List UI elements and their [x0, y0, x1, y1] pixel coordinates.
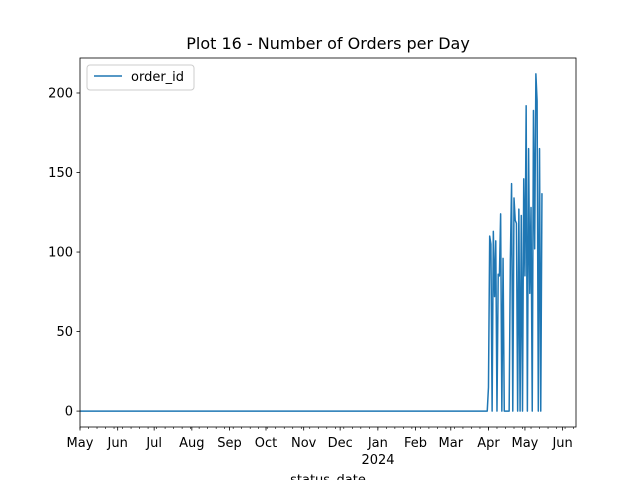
y-tick-label: 200 — [48, 86, 73, 101]
x-tick-label: Jun — [551, 436, 572, 451]
legend-label-order-id: order_id — [131, 70, 184, 85]
x-tick-label: Jan — [367, 436, 388, 451]
x-tick-label: Aug — [179, 436, 204, 451]
x-tick-label: Nov — [291, 436, 317, 451]
y-tick-label: 50 — [56, 325, 73, 340]
x-tick-label: Sep — [217, 436, 242, 451]
y-axis: 0 50 100 150 200 — [48, 86, 80, 420]
x-axis-label: status_date — [290, 473, 366, 480]
x-tick-label: May — [67, 436, 94, 451]
x-tick-label: Dec — [328, 436, 353, 451]
x-tick-label: Feb — [404, 436, 427, 451]
x-tick-label: Mar — [439, 436, 464, 451]
x-tick-label: Apr — [477, 436, 500, 451]
x-tick-label: Jul — [145, 436, 162, 451]
year-label: 2024 — [361, 453, 394, 468]
plot-frame — [79, 57, 577, 428]
legend: order_id — [86, 64, 195, 91]
y-tick-label: 0 — [65, 405, 73, 420]
y-tick-label: 100 — [48, 246, 73, 261]
chart-title: Plot 16 - Number of Orders per Day — [186, 34, 470, 53]
x-tick-label: Oct — [255, 436, 277, 451]
y-tick-label: 150 — [48, 166, 73, 181]
series-line-order-id — [80, 73, 543, 412]
x-axis: May Jun Jul Aug Sep Oct Nov Dec Jan Feb Mar Apr May J… — [67, 427, 574, 451]
x-tick-label: May — [511, 436, 538, 451]
x-tick-label: Jun — [107, 436, 128, 451]
legend-box — [86, 64, 195, 91]
